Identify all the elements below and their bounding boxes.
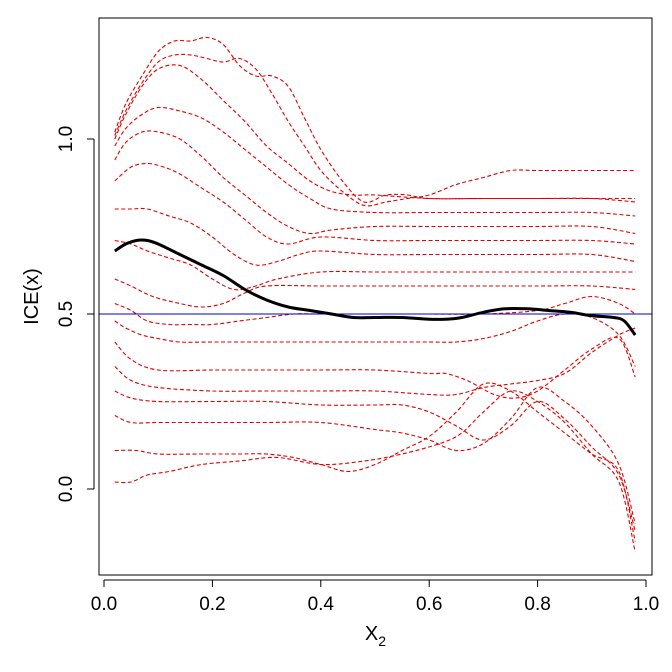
ice-curve-16 bbox=[114, 53, 636, 207]
ice-curve-15 bbox=[114, 64, 636, 203]
ice-curve-9 bbox=[114, 278, 636, 308]
x-axis-title-subscript: 2 bbox=[378, 633, 386, 649]
ice-curve-17 bbox=[114, 36, 636, 203]
x-tick-label: 0.0 bbox=[91, 594, 117, 615]
ice-curve-13 bbox=[114, 130, 636, 235]
y-axis: 0.0 0.5 1.0 bbox=[56, 126, 95, 502]
y-tick-label: 0.5 bbox=[56, 301, 77, 327]
ice-curve-5 bbox=[114, 327, 636, 396]
ice-curves bbox=[114, 36, 636, 553]
ice-curve-1 bbox=[114, 390, 636, 553]
mean-curve bbox=[113, 238, 637, 336]
ice-curve-12 bbox=[114, 162, 636, 245]
ice-curve-4 bbox=[114, 390, 636, 532]
x-axis: 0.0 0.2 0.4 0.6 0.8 1.0 bbox=[91, 579, 659, 615]
y-tick-label: 1.0 bbox=[56, 126, 77, 152]
ice-curve-6 bbox=[114, 336, 636, 399]
x-tick-label: 0.6 bbox=[416, 594, 442, 615]
ice-curve-7 bbox=[114, 313, 636, 367]
x-axis-title-main: X bbox=[365, 623, 378, 645]
ice-curve-14 bbox=[114, 106, 636, 217]
ice-curve-3 bbox=[114, 386, 636, 525]
ice-curve-11 bbox=[114, 207, 636, 266]
x-axis-title: X2 bbox=[365, 623, 386, 649]
plot-frame bbox=[98, 17, 653, 576]
ice-curve-2 bbox=[114, 382, 636, 542]
x-tick-label: 1.0 bbox=[633, 594, 659, 615]
ice-curve-10 bbox=[114, 239, 636, 291]
x-tick-label: 0.2 bbox=[199, 594, 225, 615]
x-tick-label: 0.8 bbox=[524, 594, 550, 615]
y-axis-title: ICE(x) bbox=[21, 268, 43, 325]
x-tick-label: 0.4 bbox=[308, 594, 335, 615]
y-tick-label: 0.0 bbox=[56, 476, 77, 502]
